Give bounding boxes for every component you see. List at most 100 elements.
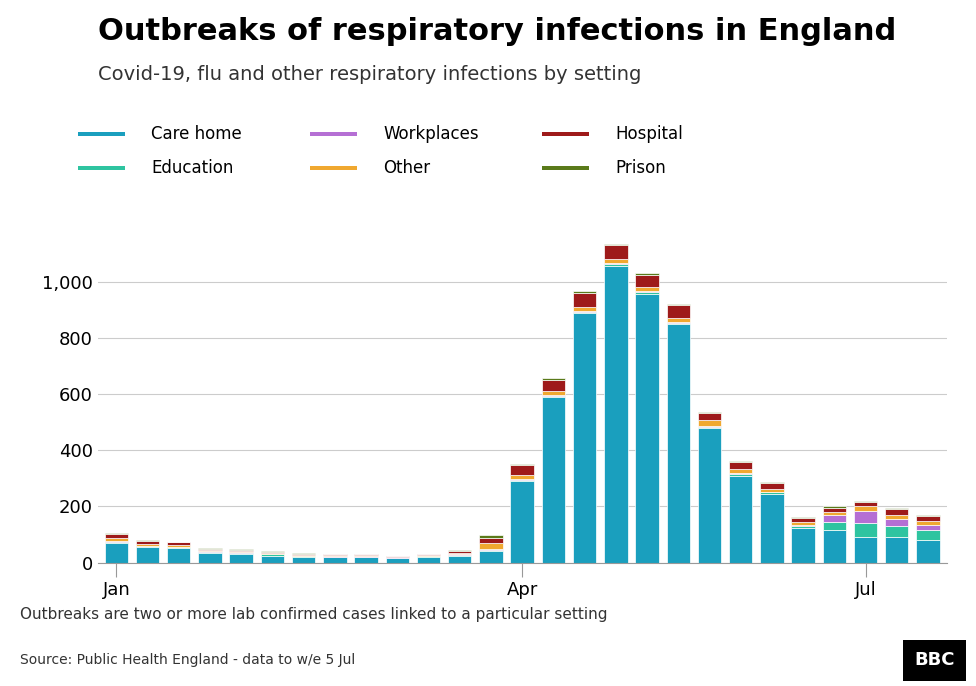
Bar — [448, 552, 471, 553]
Bar — [323, 556, 346, 558]
Bar — [136, 547, 159, 563]
Bar — [698, 428, 721, 563]
Bar — [167, 543, 190, 545]
Bar — [729, 475, 752, 563]
Bar — [136, 541, 159, 544]
Bar — [354, 556, 378, 558]
Text: Source: Public Health England - data to w/e 5 Jul: Source: Public Health England - data to … — [20, 653, 354, 667]
Text: Care home: Care home — [151, 125, 242, 143]
Bar — [104, 541, 128, 543]
Bar — [698, 426, 721, 427]
Bar — [198, 553, 222, 563]
Bar — [136, 546, 159, 547]
Bar — [479, 543, 503, 549]
Bar — [760, 494, 784, 563]
Bar — [885, 526, 909, 537]
Bar — [417, 557, 440, 563]
Bar — [823, 512, 846, 515]
Text: Hospital: Hospital — [615, 125, 682, 143]
Bar — [854, 501, 877, 502]
Bar — [198, 549, 222, 550]
Bar — [448, 550, 471, 552]
Bar — [542, 378, 565, 379]
Bar — [792, 526, 815, 528]
Bar — [104, 534, 128, 539]
Bar — [104, 539, 128, 541]
Bar — [292, 556, 315, 557]
Bar — [78, 166, 125, 170]
Bar — [635, 292, 659, 294]
Bar — [542, 391, 565, 395]
Bar — [792, 525, 815, 526]
Bar — [792, 528, 815, 563]
Bar — [510, 482, 534, 563]
Bar — [698, 421, 721, 426]
Bar — [635, 287, 659, 292]
Bar — [792, 518, 815, 523]
Bar — [667, 305, 690, 318]
Bar — [823, 515, 846, 522]
Bar — [823, 522, 846, 530]
Bar — [167, 547, 190, 548]
Text: Prison: Prison — [615, 159, 666, 177]
Bar — [667, 304, 690, 305]
Bar — [729, 469, 752, 473]
Bar — [229, 554, 253, 563]
Bar — [916, 525, 940, 530]
Bar — [510, 475, 534, 479]
Bar — [885, 537, 909, 563]
Bar — [604, 245, 628, 259]
Bar — [510, 464, 534, 465]
Bar — [292, 554, 315, 555]
Bar — [792, 523, 815, 525]
Bar — [292, 555, 315, 556]
Bar — [510, 465, 534, 475]
Text: Other: Other — [383, 159, 430, 177]
Bar — [729, 473, 752, 474]
Bar — [261, 552, 284, 553]
Bar — [104, 543, 128, 563]
Bar — [542, 395, 565, 396]
Bar — [310, 166, 357, 170]
Bar — [916, 540, 940, 563]
Bar — [760, 482, 784, 483]
Bar — [604, 265, 628, 563]
Bar — [261, 554, 284, 556]
Bar — [479, 549, 503, 550]
Bar — [479, 552, 503, 563]
Bar — [729, 461, 752, 462]
Bar — [448, 556, 471, 563]
Bar — [667, 324, 690, 563]
Bar — [760, 489, 784, 492]
Bar — [916, 515, 940, 517]
Bar — [573, 307, 596, 311]
Bar — [198, 552, 222, 553]
Bar — [479, 538, 503, 543]
Bar — [698, 427, 721, 428]
Bar — [573, 293, 596, 307]
Bar — [261, 556, 284, 563]
Bar — [667, 322, 690, 323]
Text: Outbreaks are two or more lab confirmed cases linked to a particular setting: Outbreaks are two or more lab confirmed … — [20, 607, 607, 622]
Bar — [448, 553, 471, 554]
Bar — [698, 413, 721, 421]
Bar — [667, 323, 690, 324]
Bar — [854, 523, 877, 537]
Bar — [323, 554, 346, 555]
Bar — [542, 397, 565, 563]
Bar — [261, 553, 284, 554]
Bar — [136, 544, 159, 546]
Bar — [885, 508, 909, 509]
Bar — [542, 132, 590, 136]
Bar — [386, 558, 409, 563]
Bar — [417, 554, 440, 555]
Bar — [823, 530, 846, 563]
Bar — [916, 521, 940, 525]
Bar — [760, 492, 784, 493]
Bar — [167, 548, 190, 563]
Bar — [760, 483, 784, 489]
Bar — [510, 479, 534, 480]
FancyBboxPatch shape — [903, 639, 966, 681]
Bar — [604, 263, 628, 264]
Bar — [635, 273, 659, 274]
